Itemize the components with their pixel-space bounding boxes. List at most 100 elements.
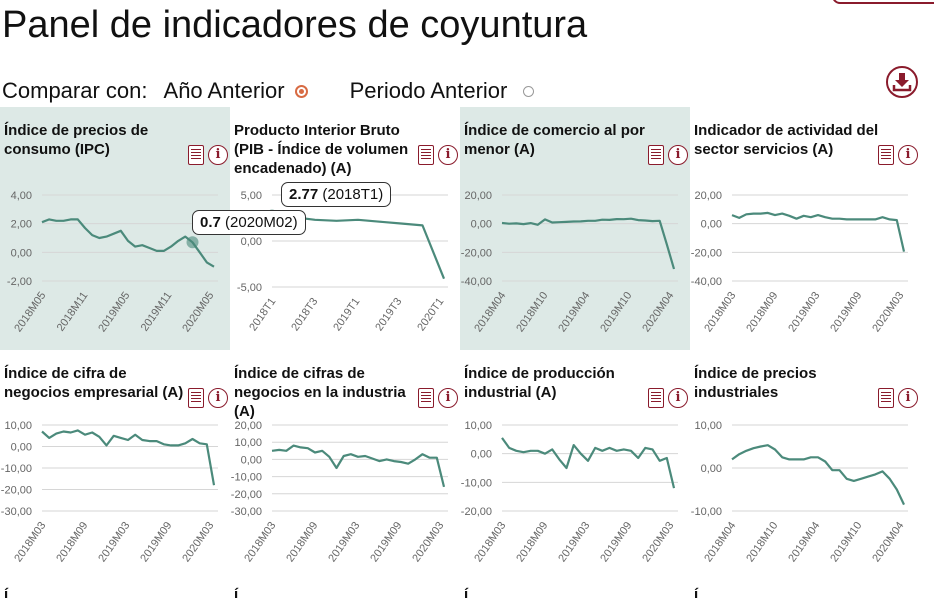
panel-title[interactable]: Índice de producción industrial (A) [464,365,615,401]
data-point[interactable] [658,219,662,223]
data-point[interactable] [40,429,44,433]
data-point[interactable] [744,449,748,453]
data-point[interactable] [399,460,403,464]
info-icon[interactable]: i [438,145,458,165]
data-point[interactable] [830,217,834,221]
data-point[interactable] [809,215,813,219]
data-point[interactable] [536,449,540,453]
option-previous-year[interactable]: Año Anterior [164,78,308,104]
data-point[interactable] [112,232,116,236]
data-point[interactable] [356,455,360,459]
series-line[interactable] [41,429,216,486]
data-point[interactable] [313,218,317,222]
option-previous-period[interactable]: Periodo Anterior [350,78,535,104]
data-point[interactable] [522,222,526,226]
data-point[interactable] [730,213,734,217]
data-point[interactable] [600,218,604,222]
data-point[interactable] [162,442,166,446]
data-point[interactable] [140,243,144,247]
data-point[interactable] [212,483,216,487]
data-point[interactable] [586,459,590,463]
data-point[interactable] [306,446,310,450]
data-point[interactable] [162,249,166,253]
data-point[interactable] [83,226,87,230]
data-point[interactable] [148,439,152,443]
data-point[interactable] [342,454,346,458]
data-point[interactable] [500,221,504,225]
data-point[interactable] [586,219,590,223]
info-icon[interactable]: i [208,145,228,165]
data-point[interactable] [500,436,504,440]
data-point[interactable] [658,459,662,463]
data-point[interactable] [54,432,58,436]
data-point[interactable] [105,235,109,239]
data-point[interactable] [435,456,439,460]
data-point[interactable] [881,469,885,473]
data-point[interactable] [838,468,842,472]
highlighted-data-point[interactable] [186,236,199,249]
data-point[interactable] [421,223,425,227]
data-point[interactable] [421,452,425,456]
data-point[interactable] [859,217,863,221]
data-point[interactable] [284,449,288,453]
data-point[interactable] [292,444,296,448]
data-point[interactable] [356,218,360,222]
data-point[interactable] [169,245,173,249]
data-point[interactable] [514,221,518,225]
data-point[interactable] [752,446,756,450]
indicator-panel[interactable]: 10,00 0,00 -10,00 -20,00 -30,00 2018M03 2018M0… [0,350,230,593]
data-point[interactable] [651,447,655,451]
panel-title[interactable]: Índice de precios industriales [694,365,817,401]
document-icon[interactable] [648,145,664,165]
series-line[interactable] [501,217,676,270]
data-point[interactable] [90,233,94,237]
data-point[interactable] [385,457,389,461]
data-point[interactable] [133,433,137,437]
indicator-panel[interactable]: 4,00 2,00 0,00 -2,00 2018M05 2018M11 2019M05 20… [0,107,230,350]
data-point[interactable] [816,455,820,459]
data-point[interactable] [802,457,806,461]
data-point[interactable] [665,242,669,246]
data-point[interactable] [773,448,777,452]
data-point[interactable] [90,431,94,435]
data-point[interactable] [888,217,892,221]
data-point[interactable] [845,477,849,481]
data-point[interactable] [579,219,583,223]
data-point[interactable] [787,214,791,218]
series-line[interactable] [501,437,676,489]
data-point[interactable] [198,250,202,254]
data-point[interactable] [363,454,367,458]
data-point[interactable] [823,215,827,219]
document-icon[interactable] [648,388,664,408]
data-point[interactable] [176,443,180,447]
info-icon[interactable]: i [438,388,458,408]
data-point[interactable] [579,452,583,456]
data-point[interactable] [816,213,820,217]
data-point[interactable] [572,220,576,224]
data-point[interactable] [773,213,777,217]
data-point[interactable] [176,239,180,243]
panel-title[interactable]: Índice de cifras de negocios en la indus… [234,365,406,420]
data-point[interactable] [399,222,403,226]
data-point[interactable] [327,455,331,459]
data-point[interactable] [428,456,432,460]
data-point[interactable] [902,503,906,507]
data-point[interactable] [47,217,51,221]
data-point[interactable] [557,220,561,224]
data-point[interactable] [212,265,216,269]
data-point[interactable] [622,447,626,451]
data-point[interactable] [881,215,885,219]
data-point[interactable] [62,429,66,433]
data-point[interactable] [205,260,209,264]
data-point[interactable] [615,217,619,221]
data-point[interactable] [529,221,533,225]
data-point[interactable] [183,235,187,239]
data-point[interactable] [183,441,187,445]
series-line[interactable] [731,444,905,506]
data-point[interactable] [140,438,144,442]
data-point[interactable] [795,457,799,461]
data-point[interactable] [69,431,73,435]
data-point[interactable] [730,457,734,461]
indicator-panel[interactable]: 20,00 0,00 -20,00 -40,00 2018M03 2018M09 2019M… [690,107,920,350]
data-point[interactable] [780,212,784,216]
